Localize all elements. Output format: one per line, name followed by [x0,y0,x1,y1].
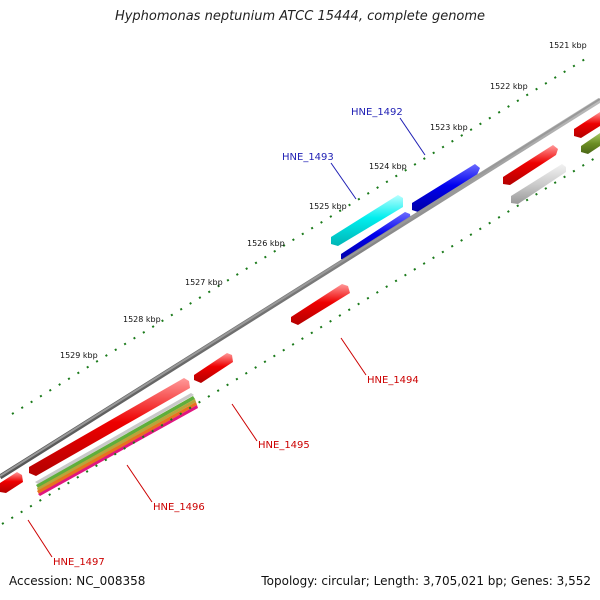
leader-hne-1494 [340,337,367,376]
accession-text: Accession: NC_008358 [9,574,146,588]
leader-hne-1495 [231,403,258,442]
kbp-label: 1525 kbp [309,202,347,211]
gene-label-hne-1497[interactable]: HNE_1497 [53,557,105,568]
forward-strand-features [331,112,600,261]
cds-grey-right[interactable] [511,164,566,204]
kbp-labels: 1521 kbp 1522 kbp 1523 kbp 1524 kbp 1525… [60,41,587,360]
leader-hne-1497 [27,519,53,558]
stripe-grey [35,393,194,484]
gene-label-hne-1493[interactable]: HNE_1493 [282,152,334,163]
leader-hne-1492 [399,117,426,156]
kbp-label: 1521 kbp [549,41,587,50]
cds-hne-1497[interactable] [0,472,23,493]
reverse-strand-features [0,284,350,496]
gene-labels: HNE_1492 HNE_1493 HNE_1494 HNE_1495 HNE_… [53,107,419,568]
genome-backbone-highlight [0,98,600,477]
cds-hne-1494[interactable] [291,284,350,325]
stripe-magenta [38,405,198,496]
cds-hne-1492[interactable] [412,164,480,212]
cds-olive[interactable] [581,133,600,154]
inner-scale-ticks [1,154,600,525]
cds-red-right[interactable] [503,145,558,185]
map-title: Hyphomonas neptunium ATCC 15444, complet… [114,9,486,24]
gene-label-hne-1492[interactable]: HNE_1492 [351,107,403,118]
cds-hne-1496[interactable] [29,378,190,476]
genome-summary-text: Topology: circular; Length: 3,705,021 bp… [261,574,591,588]
cds-red-far-right[interactable] [574,112,600,138]
cds-hne-1495[interactable] [194,353,233,383]
kbp-label: 1527 kbp [185,278,223,287]
gene-label-hne-1494[interactable]: HNE_1494 [367,375,419,386]
kbp-label: 1528 kbp [123,315,161,324]
stripe-olive [37,399,196,491]
outer-tick-line [11,55,591,415]
leader-hne-1493 [330,162,357,200]
cds-blue-lower[interactable] [341,212,411,261]
kbp-label: 1522 kbp [490,82,528,91]
leader-hne-1496 [126,464,153,503]
stripe-green [36,396,195,488]
inner-tick-line [1,154,600,525]
stripe-orange [37,402,197,494]
gene-label-hne-1495[interactable]: HNE_1495 [258,440,310,451]
outer-scale-ticks [11,55,591,415]
kbp-label: 1524 kbp [369,162,407,171]
cds-stack [35,393,198,496]
gene-label-hne-1496[interactable]: HNE_1496 [153,502,205,513]
kbp-label: 1529 kbp [60,351,98,360]
cds-hne-1493[interactable] [331,195,403,246]
kbp-label: 1523 kbp [430,123,468,132]
kbp-label: 1526 kbp [247,239,285,248]
leader-lines [27,117,426,558]
